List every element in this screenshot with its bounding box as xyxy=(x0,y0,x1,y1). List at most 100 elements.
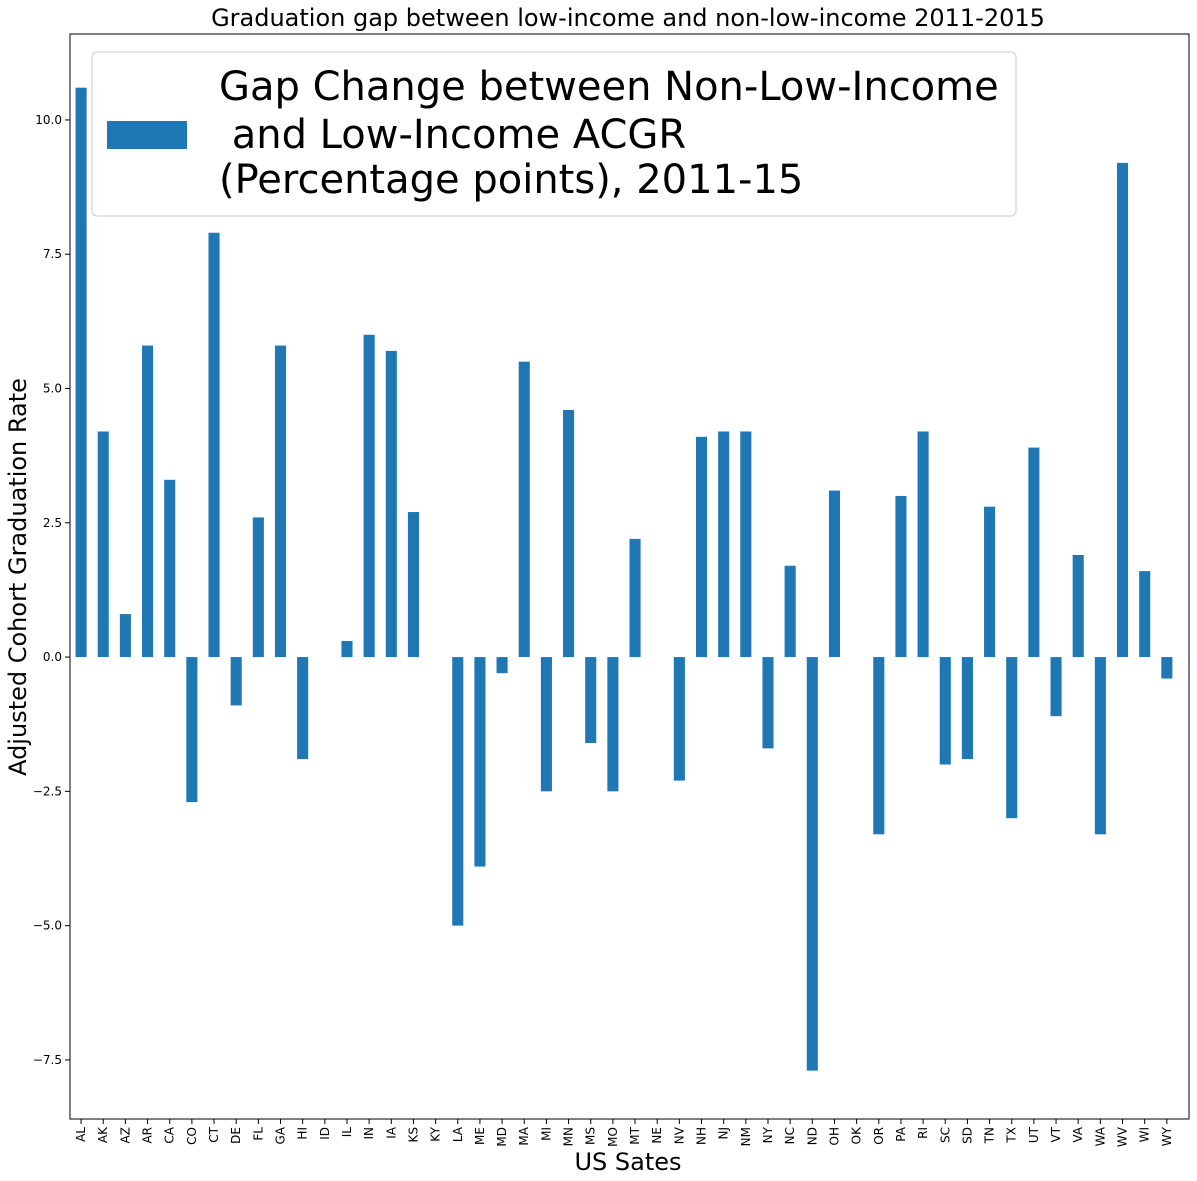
bar-nv xyxy=(673,657,685,781)
x-tick-label-ak: AK xyxy=(96,1126,110,1143)
bar-ut xyxy=(1028,447,1040,658)
x-tick-label-wy: WY xyxy=(1160,1126,1174,1146)
bar-ca xyxy=(164,479,176,658)
x-tick-label-ny: NY xyxy=(761,1126,775,1143)
bar-nc xyxy=(784,565,796,658)
bar-ma xyxy=(518,361,530,658)
bar-wa xyxy=(1094,657,1106,835)
x-tick-label-sc: SC xyxy=(938,1127,952,1143)
bar-mn xyxy=(563,409,575,658)
x-tick-label-me: ME xyxy=(473,1127,487,1145)
x-tick-label-tx: TX xyxy=(1005,1127,1019,1144)
bar-ks xyxy=(407,512,419,658)
bar-al xyxy=(75,87,87,658)
x-tick-label-ks: KS xyxy=(406,1127,420,1143)
bar-ga xyxy=(274,345,287,658)
legend-label: Gap Change between Non-Low-Income and Lo… xyxy=(219,64,1011,203)
bars-group xyxy=(75,87,1173,1071)
bar-wy xyxy=(1161,657,1173,679)
x-tick-label-de: DE xyxy=(229,1127,243,1144)
bar-ia xyxy=(385,350,397,658)
y-tick-label: −5.0 xyxy=(33,919,62,933)
x-tick-label-in: IN xyxy=(362,1127,376,1140)
x-tick-label-or: OR xyxy=(872,1127,886,1145)
legend-label-line-1: Gap Change between Non-Low-Income xyxy=(219,64,999,110)
bar-de xyxy=(230,657,242,706)
x-tick-label-id: ID xyxy=(318,1127,332,1140)
chart-title: Graduation gap between low-income and no… xyxy=(211,4,1045,32)
x-tick-label-ne: NE xyxy=(650,1127,664,1144)
y-axis-label: Adjusted Cohort Graduation Rate xyxy=(4,378,32,776)
y-tick-label: 5.0 xyxy=(43,382,62,396)
x-tick-label-mo: MO xyxy=(606,1127,620,1147)
bar-sd xyxy=(961,657,973,760)
bar-sc xyxy=(939,657,951,765)
x-tick-label-sd: SD xyxy=(960,1127,974,1144)
bar-co xyxy=(186,657,198,803)
legend-box xyxy=(91,51,1017,217)
bar-in xyxy=(363,334,375,658)
bar-tx xyxy=(1006,657,1018,819)
x-tick-label-wi: WI xyxy=(1138,1127,1152,1142)
bar-ms xyxy=(585,657,597,744)
bar-pa xyxy=(895,495,907,658)
y-tick-label: −2.5 xyxy=(33,784,62,798)
x-tick-label-ma: MA xyxy=(517,1126,531,1145)
x-tick-label-ut: UT xyxy=(1027,1126,1041,1143)
x-tick-label-al: AL xyxy=(74,1127,88,1142)
bar-ct xyxy=(208,232,220,658)
x-tick-label-ky: KY xyxy=(429,1126,443,1141)
x-tick-label-nh: NH xyxy=(695,1127,709,1145)
x-tick-label-wa: WA xyxy=(1093,1126,1107,1146)
x-tick-label-oh: OH xyxy=(827,1127,841,1145)
x-tick-label-pa: PA xyxy=(894,1126,908,1141)
x-tick-label-ri: RI xyxy=(916,1127,930,1139)
x-tick-label-mn: MN xyxy=(562,1127,576,1146)
x-tick-label-tn: TN xyxy=(983,1127,997,1144)
y-tick-label: 7.5 xyxy=(43,247,62,261)
bar-tn xyxy=(984,506,996,658)
bar-ar xyxy=(142,345,154,658)
plot-frame xyxy=(69,33,1190,1120)
legend-label-line-3: (Percentage points), 2011-15 xyxy=(219,157,803,203)
y-tick-label: −7.5 xyxy=(33,1053,62,1067)
x-tick-label-fl: FL xyxy=(251,1127,265,1141)
x-tick-label-ga: GA xyxy=(274,1126,288,1144)
bar-nh xyxy=(695,436,708,658)
bar-vt xyxy=(1050,657,1062,717)
bar-md xyxy=(496,657,508,674)
bar-va xyxy=(1072,555,1084,658)
legend: Gap Change between Non-Low-Income and Lo… xyxy=(91,51,1017,217)
x-tick-label-vt: VT xyxy=(1049,1126,1063,1142)
bar-or xyxy=(873,657,885,835)
x-tick-label-az: AZ xyxy=(118,1127,132,1143)
bar-mi xyxy=(540,657,552,792)
x-tick-label-nj: NJ xyxy=(717,1127,731,1140)
x-tick-label-co: CO xyxy=(185,1127,199,1145)
bar-hi xyxy=(297,657,309,760)
bar-ak xyxy=(97,431,109,658)
legend-label-line-2: and Low-Income ACGR xyxy=(219,112,686,158)
x-tick-label-nc: NC xyxy=(783,1127,797,1144)
bar-wi xyxy=(1139,571,1151,658)
x-tick-label-ms: MS xyxy=(584,1127,598,1145)
x-tick-label-va: VA xyxy=(1071,1126,1085,1142)
bar-la xyxy=(452,657,464,926)
bar-ny xyxy=(762,657,774,749)
y-tick-label: 10.0 xyxy=(35,113,62,127)
bar-oh xyxy=(828,490,841,658)
bar-wv xyxy=(1116,162,1129,658)
x-axis-label: US Sates xyxy=(574,1148,681,1176)
x-axis-ticks: AL AK AZ AR CA CO CT DE FL GA HI ID IL IN IA KS KY LA ME MD… xyxy=(74,1119,1174,1147)
bar-nj xyxy=(718,431,730,658)
x-tick-label-il: IL xyxy=(340,1127,354,1138)
x-tick-label-nm: NM xyxy=(739,1127,753,1146)
bar-ri xyxy=(917,431,929,658)
x-tick-label-mt: MT xyxy=(628,1126,642,1144)
x-tick-label-wv: WV xyxy=(1116,1126,1130,1147)
bar-il xyxy=(341,640,353,658)
x-tick-label-hi: HI xyxy=(296,1127,310,1140)
y-tick-label: 2.5 xyxy=(43,516,62,530)
x-tick-label-ia: IA xyxy=(384,1126,398,1139)
